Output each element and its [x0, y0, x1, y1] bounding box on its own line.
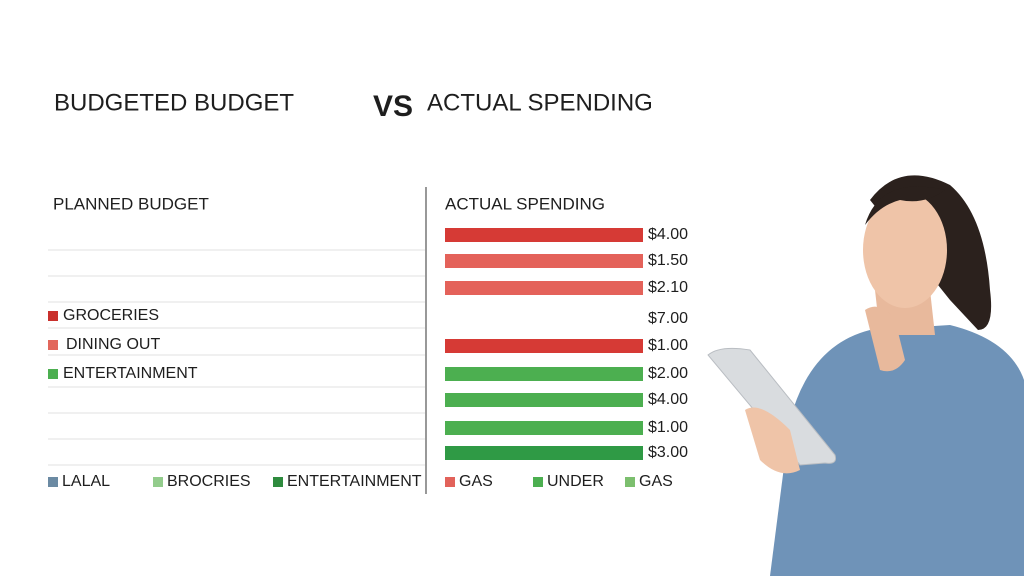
bar: [445, 228, 643, 242]
legend-swatch: [625, 477, 635, 487]
swatch: [48, 369, 58, 379]
legend-swatch: [445, 477, 455, 487]
amount: $1.50: [648, 252, 688, 269]
swatch: [48, 340, 58, 350]
amount: $4.00: [648, 226, 688, 243]
person: [707, 175, 1024, 576]
bar: [445, 339, 643, 353]
left-heading: PLANNED BUDGET: [53, 194, 209, 213]
tablet: [707, 347, 836, 466]
right-heading: ACTUAL SPENDING: [445, 194, 605, 213]
bar: [445, 254, 643, 268]
face: [863, 192, 947, 308]
sweater: [770, 325, 1024, 576]
hand-left: [745, 407, 800, 474]
amount: $1.00: [648, 337, 688, 354]
hand: [865, 306, 905, 372]
bar: [445, 281, 643, 295]
legend-swatch: [533, 477, 543, 487]
legend-label: ENTERTAINMENT: [287, 473, 422, 490]
item-label: GROCERIES: [63, 307, 159, 324]
legend-label: BROCRIES: [167, 473, 251, 490]
legend-label: LALAL: [62, 473, 110, 490]
legend-swatch: [153, 477, 163, 487]
fringe: [865, 186, 945, 225]
bar: [445, 421, 643, 435]
amount: $2.00: [648, 365, 688, 382]
amount: $3.00: [648, 444, 688, 461]
legend-label: GAS: [639, 473, 673, 490]
legend-swatch: [48, 477, 58, 487]
title-right: ACTUAL SPENDING: [427, 89, 653, 116]
bar: [445, 367, 643, 381]
legend-swatch: [273, 477, 283, 487]
item-label: DINING OUT: [66, 336, 160, 353]
amount: $7.00: [648, 310, 688, 327]
amount: $2.10: [648, 279, 688, 296]
amount: $4.00: [648, 391, 688, 408]
swatch: [48, 311, 58, 321]
amount: $1.00: [648, 419, 688, 436]
legend-label: GAS: [459, 473, 493, 490]
title-left: BUDGETED BUDGET: [54, 89, 294, 116]
item-label: ENTERTAINMENT: [63, 365, 198, 382]
title-vs: VS: [373, 90, 413, 123]
bar: [445, 393, 643, 407]
bar: [445, 446, 643, 460]
legend-label: UNDER: [547, 473, 604, 490]
